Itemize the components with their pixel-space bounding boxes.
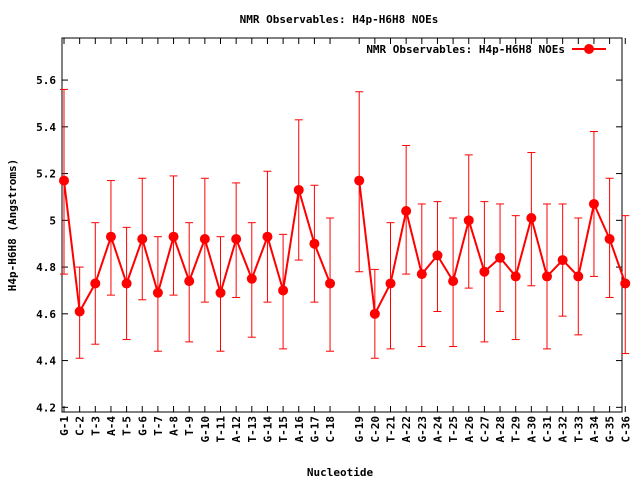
data-point: [199, 234, 210, 245]
x-tick-label: C-31: [541, 416, 554, 443]
x-tick-label: A-24: [431, 416, 444, 443]
x-tick-label: G-10: [199, 416, 212, 443]
data-point: [588, 198, 599, 209]
legend: NMR Observables: H4p-H6H8 NOEs: [366, 43, 606, 56]
y-tick-label: 5: [49, 214, 56, 227]
data-point: [121, 278, 132, 289]
data-point: [573, 271, 584, 282]
data-point: [105, 231, 116, 242]
data-point: [620, 278, 631, 289]
x-tick-label: A-8: [168, 416, 181, 436]
x-tick-label: G-35: [604, 416, 617, 443]
data-point: [231, 234, 242, 245]
x-tick-label: G-1: [58, 416, 71, 436]
data-point: [463, 215, 474, 226]
data-point: [74, 306, 85, 317]
legend-entry-label: NMR Observables: H4p-H6H8 NOEs: [366, 43, 565, 56]
data-point: [152, 287, 163, 298]
data-point: [369, 308, 380, 319]
data-point: [604, 234, 615, 245]
data-point: [557, 255, 568, 266]
data-point: [325, 278, 336, 289]
x-tick-label: T-13: [246, 416, 259, 443]
x-tick-label: T-5: [121, 416, 134, 436]
x-tick-label: G-14: [261, 416, 274, 443]
data-point: [184, 276, 195, 287]
y-tick-label: 5.6: [36, 74, 56, 87]
data-point: [479, 266, 490, 277]
data-point: [278, 285, 289, 296]
y-tick-label: 4.4: [36, 355, 56, 368]
series-line-segment: [63, 180, 332, 313]
series-line-segment: [358, 180, 627, 315]
x-tick-label: A-4: [105, 416, 118, 436]
x-tick-label: A-30: [525, 416, 538, 443]
data-point: [416, 269, 427, 280]
data-point: [215, 287, 226, 298]
x-tick-label: T-33: [572, 416, 585, 443]
x-tick-label: G-19: [353, 416, 366, 443]
data-point: [59, 175, 69, 186]
data-point: [137, 234, 148, 245]
y-tick-label: 4.2: [36, 401, 56, 414]
x-tick-label: T-15: [277, 416, 290, 443]
x-tick-label: T-11: [215, 416, 228, 443]
x-tick-label: A-26: [463, 416, 476, 443]
data-point: [309, 238, 320, 249]
data-point: [432, 250, 443, 261]
x-tick-label: T-9: [183, 416, 196, 436]
x-axis-label: Nucleotide: [307, 466, 374, 479]
data-point: [385, 278, 396, 289]
x-tick-label: T-3: [89, 416, 102, 436]
legend-point-sample: [584, 44, 594, 54]
x-tick-label: G-6: [136, 416, 149, 436]
data-point: [526, 212, 537, 223]
x-tick-label: T-21: [385, 416, 398, 443]
data-point: [495, 252, 506, 263]
x-tick-label: T-25: [447, 416, 460, 443]
x-tick-label: C-36: [619, 416, 632, 443]
data-point: [90, 278, 101, 289]
data-point: [293, 184, 304, 195]
y-axis-label: H4p-H6H8 (Angstroms): [6, 159, 19, 291]
series-points: [59, 175, 631, 319]
series-lines: [63, 180, 627, 315]
x-tick-label: C-2: [74, 416, 87, 436]
y-tick-label: 5.2: [36, 168, 56, 181]
x-tick-label: T-7: [152, 416, 165, 436]
chart-title: NMR Observables: H4p-H6H8 NOEs: [240, 13, 439, 26]
data-point: [262, 231, 273, 242]
x-tick-label: A-22: [400, 416, 413, 443]
x-tick-label: A-16: [293, 416, 306, 443]
x-tick-label: T-29: [510, 416, 523, 443]
x-tick-label: A-12: [230, 416, 243, 443]
data-point: [401, 205, 412, 216]
y-tick-label: 4.6: [36, 308, 56, 321]
x-axis: G-1 C-2 T-3 A-4 T-5 G-6 T-7 A-8 T-9 G-10 T-11 A-12 T…: [58, 38, 632, 443]
error-bars: [60, 88, 630, 359]
data-point: [510, 271, 521, 282]
x-tick-label: C-20: [369, 416, 382, 443]
x-tick-label: C-27: [478, 416, 491, 443]
y-tick-label: 5.4: [36, 121, 56, 134]
data-point: [542, 271, 552, 282]
data-point: [168, 231, 179, 242]
x-tick-label: C-18: [324, 416, 337, 443]
x-tick-label: A-34: [588, 416, 601, 443]
y-tick-label: 4.8: [36, 261, 56, 274]
x-tick-label: G-17: [308, 416, 321, 443]
data-point: [246, 273, 257, 284]
data-point: [448, 276, 459, 287]
plot-area-frame: [61, 37, 623, 413]
data-point: [354, 175, 365, 186]
x-tick-label: G-23: [416, 416, 429, 443]
x-tick-label: A-28: [494, 416, 507, 443]
x-tick-label: A-32: [557, 416, 570, 443]
y-axis: 4.2 4.4 4.6 4.8 5 5.2 5.4 5.6: [36, 74, 622, 414]
